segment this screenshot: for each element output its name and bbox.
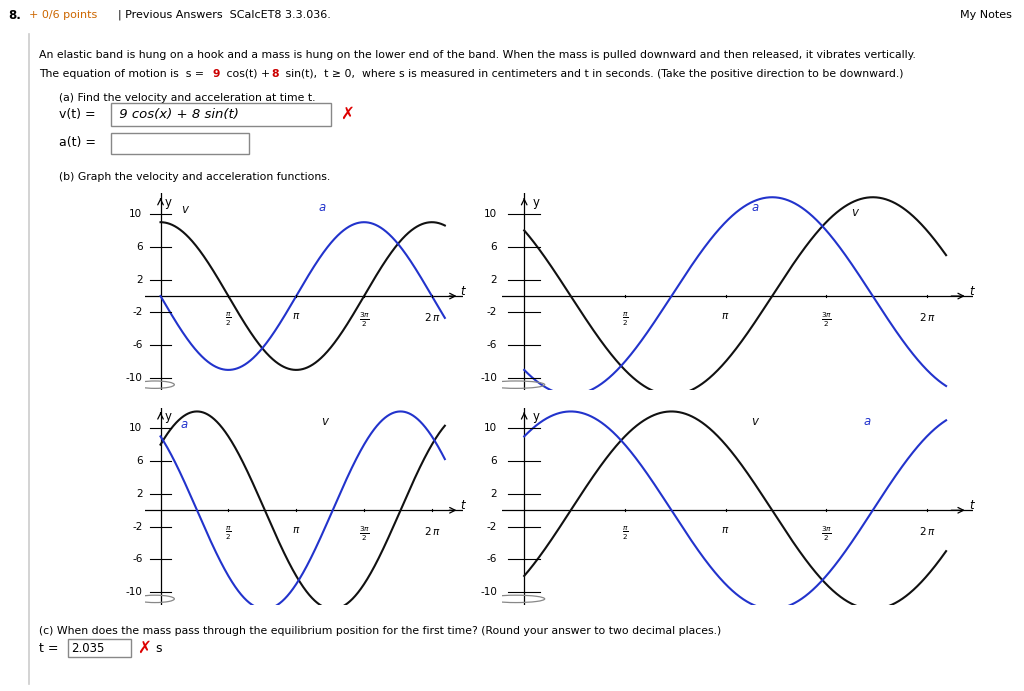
Text: | Previous Answers  SCalcET8 3.3.036.: | Previous Answers SCalcET8 3.3.036. — [118, 10, 331, 21]
Text: 2: 2 — [490, 274, 498, 285]
Text: y: y — [532, 410, 540, 423]
Text: a: a — [863, 415, 870, 428]
Text: 10: 10 — [129, 423, 142, 433]
Text: $\pi$: $\pi$ — [292, 311, 300, 321]
Text: 6: 6 — [490, 456, 498, 466]
Text: ✗: ✗ — [137, 639, 152, 657]
Text: a: a — [318, 201, 326, 214]
Text: v: v — [322, 415, 328, 428]
Text: 2: 2 — [490, 489, 498, 499]
Text: -6: -6 — [132, 340, 142, 350]
Text: -6: -6 — [486, 554, 498, 565]
Text: a: a — [752, 201, 759, 214]
Text: y: y — [165, 410, 172, 423]
Text: $\frac{3\pi}{2}$: $\frac{3\pi}{2}$ — [358, 311, 370, 330]
Text: $\frac{3\pi}{2}$: $\frac{3\pi}{2}$ — [820, 311, 831, 330]
Text: $\pi$: $\pi$ — [721, 311, 730, 321]
Text: a(t) =: a(t) = — [59, 136, 96, 149]
Bar — [111, 103, 331, 126]
Text: (c) When does the mass pass through the equilibrium position for the first time?: (c) When does the mass pass through the … — [39, 626, 721, 636]
Text: -10: -10 — [126, 373, 142, 383]
Text: 10: 10 — [484, 423, 498, 433]
Text: 8.: 8. — [8, 9, 22, 21]
Text: 10: 10 — [484, 209, 498, 219]
Text: t: t — [461, 499, 465, 512]
Text: 6: 6 — [136, 242, 142, 252]
Text: $\frac{\pi}{2}$: $\frac{\pi}{2}$ — [225, 525, 231, 542]
Text: v: v — [752, 415, 759, 428]
Text: $\frac{3\pi}{2}$: $\frac{3\pi}{2}$ — [820, 525, 831, 544]
Text: t: t — [461, 285, 465, 298]
Text: An elastic band is hung on a hook and a mass is hung on the lower end of the ban: An elastic band is hung on a hook and a … — [39, 50, 915, 60]
Text: -2: -2 — [486, 522, 498, 531]
Text: 8: 8 — [271, 68, 279, 79]
Text: $\frac{\pi}{2}$: $\frac{\pi}{2}$ — [225, 311, 231, 328]
Text: + 0/6 points: + 0/6 points — [29, 10, 97, 20]
Text: 6: 6 — [136, 456, 142, 466]
Text: My Notes: My Notes — [959, 10, 1012, 20]
Text: $\pi$: $\pi$ — [292, 525, 300, 535]
Text: $2\,\pi$: $2\,\pi$ — [424, 525, 440, 537]
Text: $2\,\pi$: $2\,\pi$ — [919, 311, 935, 323]
Text: -10: -10 — [126, 587, 142, 597]
Bar — [111, 133, 249, 154]
Text: 2: 2 — [136, 489, 142, 499]
Text: $\frac{\pi}{2}$: $\frac{\pi}{2}$ — [622, 311, 628, 328]
Text: 9 cos(x) + 8 sin(t): 9 cos(x) + 8 sin(t) — [115, 108, 239, 121]
Text: $\frac{\pi}{2}$: $\frac{\pi}{2}$ — [622, 525, 628, 542]
Text: 9: 9 — [213, 68, 220, 79]
Text: t =: t = — [39, 641, 58, 654]
Text: $2\,\pi$: $2\,\pi$ — [424, 311, 440, 323]
Text: ✗: ✗ — [340, 105, 354, 123]
Text: 10: 10 — [129, 209, 142, 219]
Bar — [68, 638, 131, 657]
Text: t: t — [970, 285, 974, 298]
Text: 2.035: 2.035 — [71, 641, 104, 654]
Text: -2: -2 — [486, 307, 498, 317]
Text: sin(t),  t ≥ 0,  where s is measured in centimeters and t in seconds. (Take the : sin(t), t ≥ 0, where s is measured in ce… — [282, 68, 903, 79]
Text: $2\,\pi$: $2\,\pi$ — [919, 525, 935, 537]
Text: v(t) =: v(t) = — [59, 108, 96, 122]
Text: $\frac{3\pi}{2}$: $\frac{3\pi}{2}$ — [358, 525, 370, 544]
Text: 2: 2 — [136, 274, 142, 285]
Text: s: s — [156, 641, 162, 654]
Text: 6: 6 — [490, 242, 498, 252]
Text: -10: -10 — [480, 587, 498, 597]
Text: a: a — [180, 417, 187, 430]
Text: y: y — [165, 196, 172, 209]
Text: (a) Find the velocity and acceleration at time t.: (a) Find the velocity and acceleration a… — [59, 93, 315, 102]
Text: -6: -6 — [132, 554, 142, 565]
Text: y: y — [532, 196, 540, 209]
Text: $\pi$: $\pi$ — [721, 525, 730, 535]
Text: -2: -2 — [132, 522, 142, 531]
Text: -10: -10 — [480, 373, 498, 383]
Text: The equation of motion is  s =: The equation of motion is s = — [39, 68, 208, 79]
Text: t: t — [970, 499, 974, 512]
Text: v: v — [851, 206, 858, 219]
Text: v: v — [181, 203, 187, 216]
Text: (b) Graph the velocity and acceleration functions.: (b) Graph the velocity and acceleration … — [59, 173, 331, 182]
Text: -2: -2 — [132, 307, 142, 317]
Text: -6: -6 — [486, 340, 498, 350]
Text: cos(t) +: cos(t) + — [223, 68, 273, 79]
